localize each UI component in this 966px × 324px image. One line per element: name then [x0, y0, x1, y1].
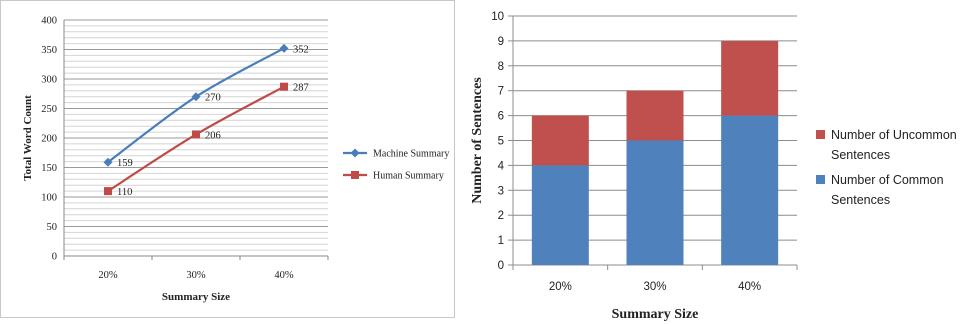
y-tick-label: 300: [41, 75, 57, 86]
bar-segment-uncommon: [626, 90, 684, 141]
data-label: 270: [205, 93, 221, 104]
y-tick-label: 200: [41, 134, 57, 145]
data-point-marker: [103, 157, 113, 167]
y-axis-title: Total Word Count: [22, 95, 34, 181]
y-tick-label: 400: [41, 16, 57, 27]
data-label: 110: [117, 187, 132, 198]
y-tick-label: 250: [41, 104, 57, 115]
y-tick-label: 2: [498, 210, 504, 222]
data-label: 159: [117, 158, 133, 169]
data-point-marker: [280, 82, 288, 91]
line-chart-panel: 0 50 100 150 200 250 300 350 400 20% 30% 40% Summary…: [0, 0, 455, 318]
y-tick-label: 9: [498, 36, 504, 48]
y-axis-title: Number of Sentences: [470, 77, 485, 204]
legend-label: Machine Summary: [373, 149, 449, 160]
data-label: 287: [293, 83, 309, 94]
legend-marker: [351, 171, 359, 179]
line-chart: 0 50 100 150 200 250 300 350 400 20% 30% 40% Summary…: [22, 16, 449, 304]
legend-swatch-common: [816, 175, 825, 184]
bar-segment-common: [531, 165, 589, 265]
data-label: 206: [205, 130, 221, 141]
y-tick-label: 0: [52, 252, 57, 263]
legend-marker: [350, 148, 360, 158]
stacked-bar-chart: 0 1 2 3 4 5 6 7 8 9 10 20% 30% 40% Summary Size Number …: [470, 11, 957, 322]
data-point-marker: [192, 130, 200, 139]
y-tick-label: 350: [41, 45, 57, 56]
data-point-marker: [191, 92, 201, 102]
y-tick-label: 1: [498, 235, 504, 247]
x-axis-title: Summary Size: [162, 291, 230, 303]
data-point-marker: [104, 187, 112, 196]
legend-label: Number of Common: [831, 173, 944, 187]
y-tick-label: 4: [498, 160, 505, 172]
y-tick-label: 7: [498, 86, 504, 98]
x-tick-label: 40%: [738, 281, 761, 293]
x-tick-label: 40%: [274, 270, 294, 281]
legend-label: Sentences: [831, 148, 890, 162]
y-tick-label: 3: [498, 185, 504, 197]
y-tick-label: 8: [498, 61, 504, 73]
x-tick-label: 20%: [98, 270, 118, 281]
legend-label: Human Summary: [373, 171, 444, 182]
x-tick-label: 30%: [643, 281, 666, 293]
series-line-machine-summary: [107, 47, 285, 164]
bar-segment-uncommon: [721, 40, 779, 116]
y-tick-label: 10: [491, 11, 504, 23]
bar-segment-uncommon: [531, 115, 589, 166]
legend-swatch-uncommon: [816, 130, 825, 139]
x-tick-label: 30%: [186, 270, 206, 281]
y-tick-label: 5: [498, 136, 504, 148]
y-tick-label: 0: [498, 260, 504, 272]
x-tick-label: 20%: [549, 281, 572, 293]
legend-label: Number of Uncommon: [831, 128, 957, 142]
stacked-bar-chart-panel: 0 1 2 3 4 5 6 7 8 9 10 20% 30% 40% Summary Size Number …: [460, 0, 966, 324]
data-label: 352: [293, 44, 309, 55]
legend-label: Sentences: [831, 193, 890, 207]
y-tick-label: 100: [41, 193, 57, 204]
y-tick-label: 50: [47, 222, 58, 233]
data-point-marker: [279, 43, 289, 53]
x-axis-title: Summary Size: [612, 307, 699, 322]
y-tick-label: 150: [41, 163, 57, 174]
y-tick-label: 6: [498, 111, 504, 123]
bar-segment-common: [626, 140, 684, 265]
bar-segment-common: [721, 115, 779, 265]
